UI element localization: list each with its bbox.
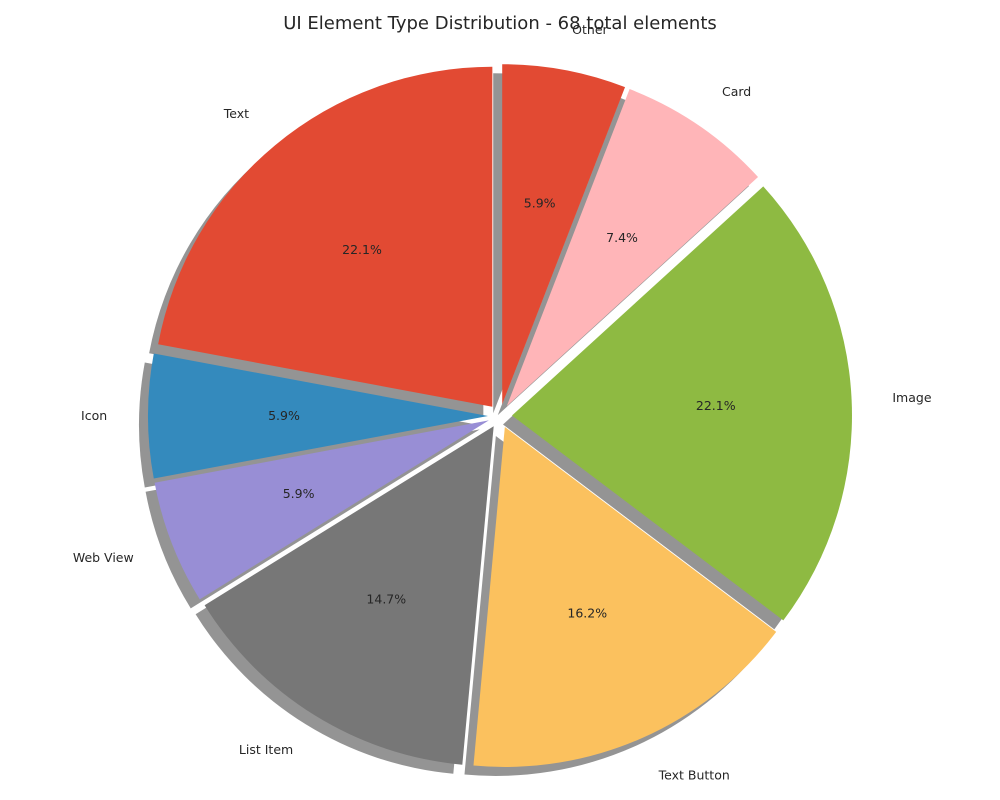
slice-image [511, 186, 852, 621]
percent-label-other: 5.9% [524, 196, 556, 211]
slice-icon [148, 353, 489, 479]
slice-label-web-view: Web View [73, 550, 134, 565]
percent-label-text-button: 16.2% [567, 606, 607, 621]
slice-web-view [154, 420, 489, 600]
slice-label-icon: Icon [81, 408, 107, 423]
slices [148, 64, 852, 767]
slice-label-text: Text [223, 106, 249, 121]
slice-text [158, 66, 493, 407]
chart-title: UI Element Type Distribution - 68 total … [283, 13, 717, 34]
percent-label-web-view: 5.9% [283, 486, 315, 501]
slice-label-other: Other [572, 22, 608, 37]
percent-labels: 22.1% 5.9% 5.9% 14.7% 16.2% 22.1% 7.4% 5.9% [268, 196, 736, 621]
slice-label-list-item: List Item [239, 742, 293, 757]
slice-label-image: Image [892, 390, 931, 405]
slice-card [506, 89, 759, 407]
percent-label-card: 7.4% [606, 230, 638, 245]
percent-label-text: 22.1% [342, 242, 382, 257]
percent-label-image: 22.1% [696, 398, 736, 413]
percent-label-icon: 5.9% [268, 408, 300, 423]
slice-labels: Text Icon Web View List Item Text Button Imag… [73, 22, 932, 782]
percent-label-list-item: 14.7% [366, 592, 406, 607]
slice-list-item [204, 426, 494, 765]
slice-label-text-button: Text Button [658, 767, 730, 782]
slice-label-card: Card [722, 84, 751, 99]
slice-text-button [473, 426, 777, 767]
slice-other [502, 64, 626, 405]
